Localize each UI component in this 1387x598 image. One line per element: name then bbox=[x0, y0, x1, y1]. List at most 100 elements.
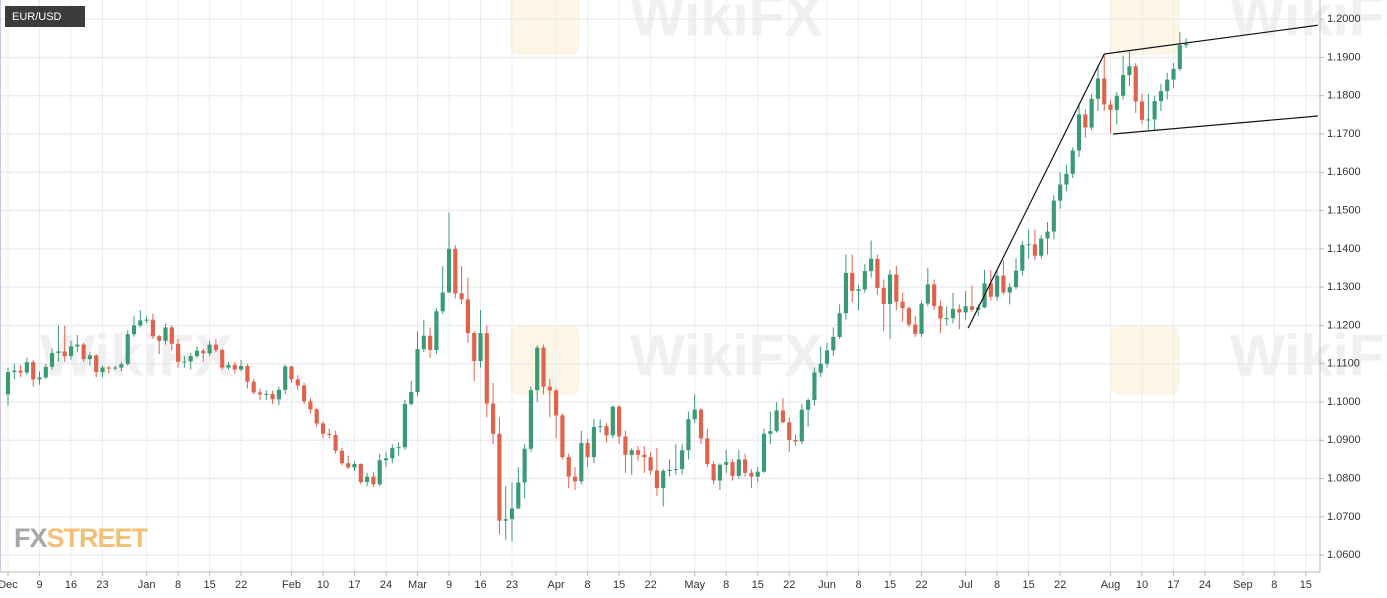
candle-body bbox=[358, 464, 363, 483]
candle-body bbox=[900, 301, 905, 309]
x-tick-label: 10 bbox=[317, 579, 329, 591]
candle-body bbox=[1083, 114, 1088, 128]
candle-body bbox=[730, 462, 735, 476]
candle-body bbox=[371, 476, 376, 485]
candle-body bbox=[509, 508, 515, 520]
candle-body bbox=[1121, 75, 1126, 96]
symbol-label: EUR/USD bbox=[12, 11, 62, 23]
x-tick-label: 15 bbox=[203, 579, 215, 591]
candle-body bbox=[629, 450, 634, 455]
candle-body bbox=[396, 447, 401, 449]
candle-body bbox=[780, 410, 785, 423]
candle-body bbox=[925, 284, 930, 304]
candle-body bbox=[270, 393, 275, 400]
candle-body bbox=[572, 476, 578, 482]
candle-body bbox=[1114, 95, 1119, 110]
candle-body bbox=[283, 366, 288, 390]
x-tick-label: 8 bbox=[175, 579, 181, 591]
candle-body bbox=[213, 344, 218, 350]
candle-body bbox=[264, 393, 269, 395]
candle-body bbox=[787, 422, 792, 440]
candle-body bbox=[1133, 66, 1138, 102]
candle-body bbox=[1177, 45, 1182, 69]
candle-body bbox=[113, 367, 118, 369]
y-tick-label: 1.1500 bbox=[1327, 204, 1361, 216]
candle-body bbox=[207, 344, 212, 354]
candle-body bbox=[24, 362, 29, 373]
candle-body bbox=[1026, 244, 1031, 246]
candle-body bbox=[617, 406, 622, 437]
candle-body bbox=[327, 433, 332, 435]
candle-body bbox=[919, 303, 924, 334]
x-tick-label: 17 bbox=[348, 579, 360, 591]
candle-body bbox=[434, 311, 439, 350]
candle-body bbox=[81, 344, 86, 360]
brand: FXSTREET bbox=[14, 523, 149, 553]
candle-body bbox=[1001, 275, 1006, 293]
candle-body bbox=[661, 470, 666, 489]
candle-body bbox=[761, 433, 767, 472]
candle-body bbox=[144, 319, 149, 321]
x-tick-label: Dec bbox=[0, 579, 18, 591]
candle-body bbox=[1045, 231, 1050, 239]
x-tick-label: 22 bbox=[783, 579, 795, 591]
candle-body bbox=[289, 366, 294, 380]
candle-body bbox=[302, 385, 307, 402]
candle-body bbox=[1070, 150, 1075, 174]
candle-body bbox=[768, 431, 773, 434]
candle-body bbox=[749, 472, 754, 477]
candle-body bbox=[881, 287, 886, 304]
candle-body bbox=[37, 377, 42, 380]
candle-body bbox=[623, 436, 628, 455]
brand-fx: FX bbox=[14, 523, 47, 553]
candle-body bbox=[497, 433, 502, 521]
x-tick-label: 22 bbox=[644, 579, 656, 591]
candle-body bbox=[604, 426, 609, 436]
candle-body bbox=[1039, 238, 1044, 256]
y-tick-label: 1.2000 bbox=[1327, 13, 1361, 25]
candle-body bbox=[957, 308, 962, 313]
candle-body bbox=[944, 318, 949, 320]
candle-body bbox=[1158, 91, 1164, 102]
candle-body bbox=[843, 272, 848, 314]
candle-body bbox=[950, 308, 956, 319]
x-tick-label: 8 bbox=[723, 579, 729, 591]
candle-body bbox=[938, 305, 943, 319]
candle-body bbox=[673, 469, 678, 471]
x-tick-label: 16 bbox=[65, 579, 77, 591]
x-tick-label: 8 bbox=[855, 579, 861, 591]
x-tick-label: Jun bbox=[818, 579, 836, 591]
candle-body bbox=[528, 390, 533, 449]
candle-body bbox=[245, 366, 250, 382]
x-tick-label: 15 bbox=[752, 579, 764, 591]
candle-body bbox=[793, 439, 798, 442]
candle-body bbox=[56, 351, 61, 354]
candle-body bbox=[440, 292, 445, 312]
candle-body bbox=[1127, 66, 1132, 76]
candle-body bbox=[906, 308, 911, 325]
y-tick-label: 1.1700 bbox=[1327, 128, 1361, 140]
y-tick-label: 1.1800 bbox=[1327, 90, 1361, 102]
candle-body bbox=[18, 370, 23, 373]
x-tick-label: 16 bbox=[474, 579, 486, 591]
watermark-icon bbox=[1110, 0, 1180, 55]
candle-body bbox=[333, 434, 338, 451]
x-tick-label: May bbox=[684, 579, 705, 591]
candle-body bbox=[736, 459, 741, 476]
candle-body bbox=[856, 289, 861, 291]
candle-body bbox=[251, 381, 256, 393]
candle-body bbox=[12, 370, 17, 373]
candle-body bbox=[339, 450, 344, 464]
candle-body bbox=[755, 471, 760, 477]
candle-body bbox=[705, 438, 710, 465]
x-tick-label: Aug bbox=[1101, 579, 1121, 591]
candle-body bbox=[390, 447, 395, 459]
candle-body bbox=[87, 355, 92, 360]
candle-body bbox=[635, 450, 641, 455]
candle-body bbox=[988, 283, 993, 297]
candle-body bbox=[478, 333, 483, 362]
candle-body bbox=[352, 464, 357, 468]
candle-body bbox=[176, 343, 181, 362]
candle-body bbox=[686, 419, 691, 451]
